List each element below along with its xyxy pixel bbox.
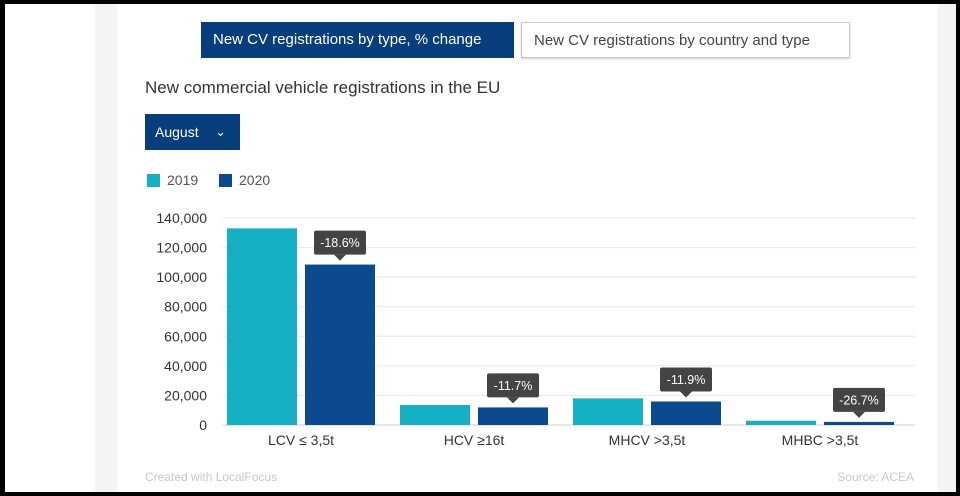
y-tick-label: 80,000	[164, 299, 207, 315]
y-tick-label: 60,000	[164, 328, 207, 344]
change-callout	[487, 373, 539, 398]
bar-2020	[305, 264, 375, 425]
left-margin-strip	[95, 4, 117, 492]
chevron-down-icon: ⌄	[215, 124, 226, 139]
right-margin-strip	[937, 4, 956, 492]
legend-label-2020: 2020	[239, 172, 271, 188]
y-tick-label: 20,000	[164, 387, 207, 403]
legend-label-2019: 2019	[167, 172, 199, 188]
y-tick-label: 40,000	[164, 358, 207, 374]
x-category-label: MHBC >3,5t	[782, 432, 859, 448]
x-category-label: LCV ≤ 3,5t	[268, 432, 334, 448]
bar-2020	[651, 401, 721, 425]
y-tick-label: 0	[199, 417, 207, 433]
change-callout-label: -26.7%	[839, 393, 879, 407]
y-tick-label: 100,000	[156, 269, 207, 285]
month-dropdown[interactable]: August ⌄	[145, 114, 240, 150]
bar-2020	[824, 421, 894, 425]
chart-title: New commercial vehicle registrations in …	[145, 78, 501, 97]
y-tick-label: 120,000	[156, 240, 207, 256]
tab-cv-registrations-by-country[interactable]: New CV registrations by country and type	[521, 22, 850, 58]
change-callout	[833, 387, 885, 412]
callout-pointer	[853, 411, 865, 418]
change-callout-label: -11.9%	[667, 373, 706, 387]
legend-swatch-2019	[147, 174, 160, 187]
footer-credit: Created with LocalFocus	[145, 470, 278, 484]
bar-2019	[573, 398, 643, 425]
y-tick-label: 140,000	[156, 210, 207, 226]
change-callout	[660, 367, 712, 392]
callout-pointer	[680, 391, 692, 398]
footer-source: Source: ACEA	[837, 470, 914, 484]
bar-2020	[478, 407, 548, 425]
month-dropdown-value: August	[155, 124, 199, 140]
change-callout-label: -18.6%	[320, 236, 360, 250]
bar-2019	[400, 405, 470, 425]
tab-cv-registrations-by-type[interactable]: New CV registrations by type, % change	[201, 22, 514, 58]
bar-2019	[746, 420, 816, 425]
x-category-label: HCV ≥16t	[444, 432, 505, 448]
change-callout	[314, 230, 366, 255]
chart-panel: New CV registrations by type, % change N…	[5, 4, 956, 492]
callout-pointer	[334, 254, 346, 261]
change-callout-label: -11.7%	[494, 379, 533, 393]
callout-pointer	[507, 397, 519, 404]
bar-chart: 0 20,000 40,000 60,000 80,000 100,000 120,000 1…	[156, 210, 915, 448]
legend-swatch-2020	[219, 174, 232, 187]
bar-2019	[227, 228, 297, 425]
x-category-label: MHCV >3,5t	[609, 432, 686, 448]
